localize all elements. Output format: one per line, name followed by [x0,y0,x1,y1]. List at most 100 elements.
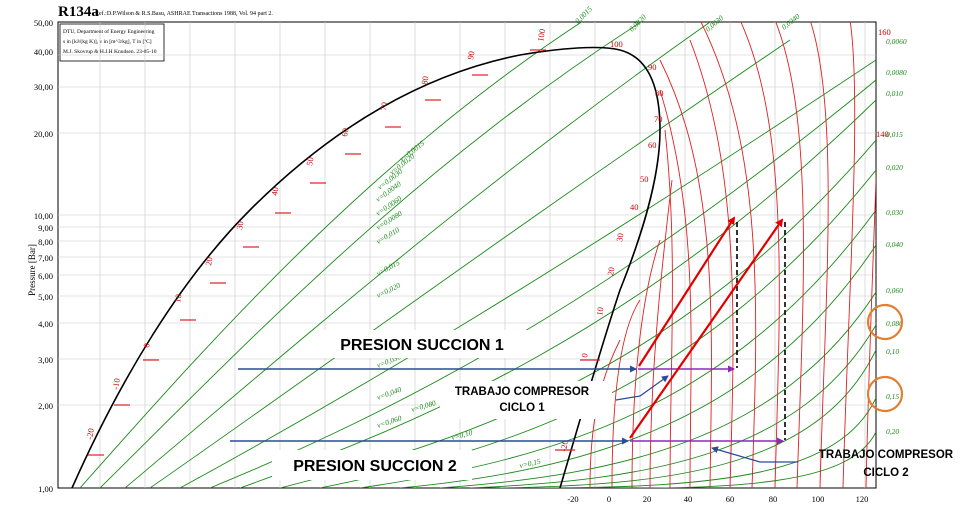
x-tick-label: 20 [643,494,652,504]
compression-arrow-2 [629,218,784,439]
saturation-dome [71,46,661,488]
y-axis-label: Pressure [Bar] [27,244,37,296]
vapor-temp-label: 40 [630,202,639,212]
x-tick-label: 80 [769,494,778,504]
y-tick-label: 20,00 [34,129,53,139]
x-tick-label: 100 [812,494,825,504]
y-tick-label: 2,00 [38,401,53,411]
vapor-temp-label: 20 [605,266,616,276]
y-tick-label: 30,00 [34,82,53,92]
info-line-2: s in [kJ/(kg K)], v in [m^3/kg], T in [º… [63,38,152,45]
isochore-label: 0,030 [886,208,903,217]
y-tick-label: 1,00 [38,484,53,494]
sat-temp-labels: -20 -10 0 10 20 30 40 50 60 70 80 90 100 [84,28,547,440]
trabajo-2-pointer [711,446,798,463]
isotherm-lines [589,22,876,488]
chart-reference: Ref.:D.P.Wilson & R.S.Basu, ASHRAE Trans… [95,10,273,17]
sat-temp-label: -10 [110,377,122,390]
isotherm-line [611,299,641,488]
x-tick-label: 0 [607,494,611,504]
y-tick-label: 40,00 [34,47,53,57]
isochore-label: 0,0080 [886,68,907,77]
sat-temp-label: 40 [269,186,280,196]
highlight-circle-v008 [866,303,904,341]
isochore-labels-left: v=0,0015 v=0,0020 v=0,0030 v=0,0040 v=0,… [374,138,542,469]
chart-title: R134a [58,4,99,20]
vapor-temp-label: 70 [654,114,663,124]
vapor-temp-label: 50 [640,174,649,184]
trabajo-1-pointer [615,375,669,401]
isochore-line [149,39,791,488]
isochore-labels-top: 0,0015 0,0020 0,0030 0,0040 [573,4,802,33]
isochore-label: 0,20 [886,427,899,436]
sat-temp-label: 90 [465,50,476,60]
x-tick-label: 60 [726,494,735,504]
isotherm-line [700,22,757,488]
isotherm-line [775,22,804,488]
isochore-labels-right: 0,0060 0,0080 0,010 0,015 0,020 0,030 0,… [886,37,907,436]
y-tick-label: 3,00 [38,355,53,365]
sat-temp-label: 100 [535,28,547,42]
isochore-label: 0,10 [886,347,899,356]
vapor-temp-label: 90 [648,62,657,72]
isochore-line [499,349,876,488]
isochore-line [124,22,711,488]
isotherm-line [842,22,856,488]
presion-succion-1-label: PRESION SUCCION 1 [340,337,504,354]
isotherm-line [659,89,692,488]
isochore-label: 0,010 [886,89,903,98]
sat-temp-label: 10 [172,293,183,303]
sat-temp-label: 20 [203,256,214,266]
isochore-label: 0,060 [886,286,903,295]
isochore-label: v=0,020 [375,281,402,300]
sat-temp-label: 80 [419,75,430,85]
y-tick-label: 6,00 [38,271,53,281]
x-tick-labels: -20 0 20 40 60 80 100 120 [567,494,868,504]
vapor-temp-label: 30 [614,232,625,242]
presion-succion-2-label: PRESION SUCCION 2 [293,458,457,475]
vapor-temp-label: 80 [655,88,664,98]
isochore-line [179,59,876,488]
isochore-line [529,397,876,488]
sat-temp-label: 0 [141,342,152,348]
isochore-label: v=0,080 [410,398,437,414]
sat-temp-label: 60 [339,127,350,137]
sat-temp-label: 70 [378,101,389,111]
info-line-1: DTU, Department of Energy Engineering [63,28,155,35]
y-tick-label: 9,00 [38,223,53,233]
isochore-line [399,244,876,488]
isotherm-line [649,179,673,488]
trabajo-ciclo-2-line1: TRABAJO COMPRESOR [819,449,954,461]
saturation-ticks [88,49,600,456]
x-tick-label: 120 [856,494,869,504]
sat-temp-label: 30 [234,220,245,230]
info-line-3: M.J. Skovrup & H.J.H Knudsen. 23-05-10 [63,49,157,55]
trabajo-ciclo-2-line2: CICLO 2 [863,467,908,479]
isochore-label: 0,020 [886,163,903,172]
isochore-label: 0,015 [886,130,903,139]
isochore-label: v=0,040 [376,385,403,402]
isochore-label: 0,0030 [704,13,726,33]
sat-temp-label: -20 [84,427,96,440]
vapor-temp-labels: 100 90 80 70 60 50 40 30 20 10 0 -20 [558,39,663,452]
trabajo-ciclo-1-line2: CICLO 1 [499,402,545,414]
isochore-label: 0,0060 [886,37,907,46]
right-temp-label: 160 [878,27,891,37]
trabajo-1-box [440,381,612,419]
y-tick-label: 50,00 [34,18,53,28]
highlight-circle-v015 [866,375,904,413]
isochore-line [209,79,876,488]
y-tick-label: 10,00 [34,211,53,221]
vapor-temp-label: -20 [558,439,570,452]
isochore-label: v=0,15 [519,457,542,470]
y-tick-label: 4,00 [38,319,53,329]
vapor-temp-label: 10 [594,306,605,316]
isochore-line [279,139,876,488]
isochore-line [239,99,876,488]
y-tick-label: 7,00 [38,253,53,263]
isochore-line [79,22,583,488]
y-tick-label: 5,00 [38,292,53,302]
right-temp-label: 140 [876,129,889,139]
y-tick-labels: 50,00 40,00 30,00 20,00 10,00 9,00 8,00 … [34,18,53,494]
